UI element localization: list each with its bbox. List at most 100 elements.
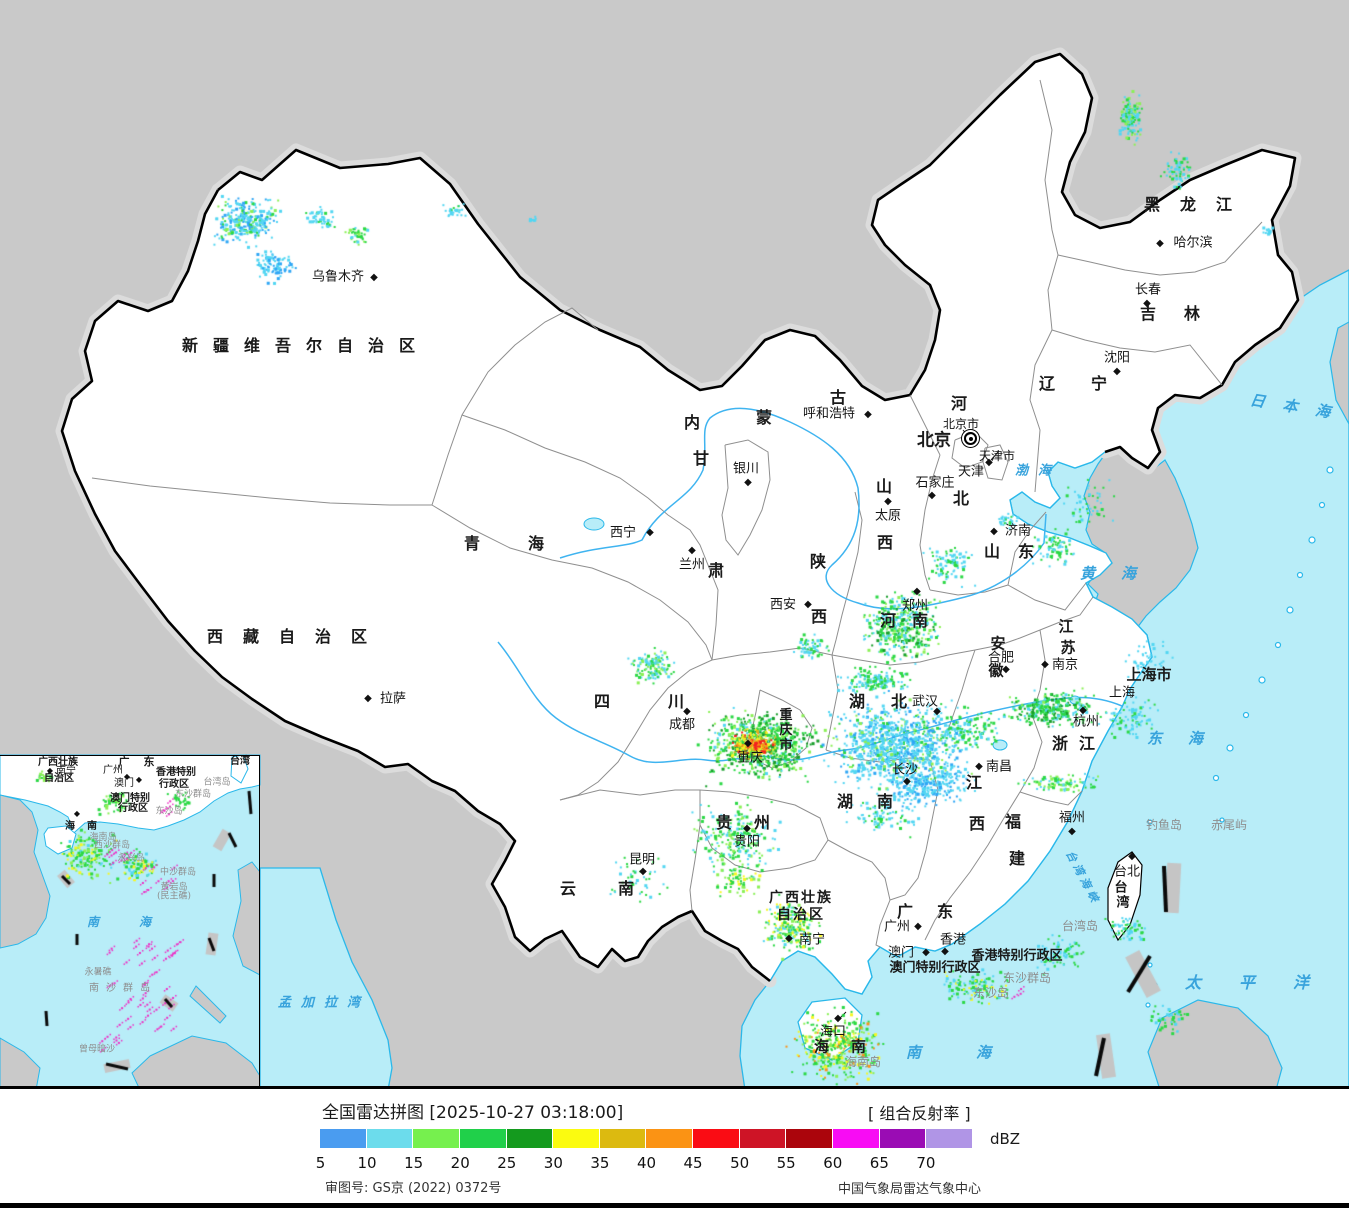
city-dot: ◆ [1068,826,1076,837]
city-dot: ◆ [1079,705,1087,716]
inset-label: 台湾 [230,756,250,767]
province-label: 湾 [1116,895,1130,911]
bottom-border-bar [0,1203,1349,1208]
scale-tick-label: 5 [315,1154,326,1172]
inset-label: 南海 [86,915,192,929]
legend-unit-label: dBZ [990,1130,1021,1148]
reflectivity-color-scale [320,1129,972,1148]
province-label: 蒙 [755,408,773,427]
city-label: 广州 [883,919,911,935]
province-label: 西 [810,607,828,626]
province-label: 西 [876,533,894,552]
scale-tick-label: 60 [823,1154,843,1172]
scale-tick-label: 50 [730,1154,750,1172]
inset-label: 广 [118,755,130,769]
province-label: 广东 [896,902,978,921]
inset-label: 海南岛 [89,832,117,843]
scale-color-35 [599,1129,646,1148]
province-label: 苏 [1060,638,1076,657]
inset-label: 香港特别 [156,767,196,778]
city-dot: ◆ [370,272,378,283]
inset-label: 台湾岛 [203,777,231,788]
scale-color-10 [366,1129,413,1148]
province-label: 陕 [809,552,827,571]
sea-label: 太平洋 [1184,973,1348,992]
inset-label: (民主礁) [156,891,192,902]
scale-color-5 [320,1129,366,1148]
city-label: 济南 [1004,523,1032,539]
city-label: 南京 [1051,657,1079,673]
city-label: 西安 [769,597,797,613]
special-label: 天津市 [978,449,1016,463]
inset-city-label: 南宁 [56,766,76,777]
inset-label: 曾母暗沙 [78,1044,116,1055]
province-label: 安 [990,634,1006,653]
inset-city-label: 澳门 [114,778,134,789]
inset-label: 东沙群岛 [174,789,212,800]
province-label: 海南 [813,1037,889,1056]
province-label: 台 [1114,880,1128,896]
inset-label: 中沙群岛 [159,867,197,878]
province-label: 西藏自治区 [206,627,388,646]
city-dot: ◆ [922,947,930,958]
island-label: 东沙岛 [972,986,1010,1000]
city-dot: ◆ [975,761,983,772]
city-dot: ◆ [743,823,751,834]
inset-label: 广西壮族 [38,757,78,768]
city-label: 银川 [732,461,760,477]
province-label: 徽 [988,661,1004,680]
special-label: 上海 [1108,685,1136,701]
capital-icon [964,432,977,445]
city-dot: ◆ [785,933,793,944]
island-label: 钓鱼岛 [1145,818,1183,832]
sea-label: 南海 [905,1043,1047,1062]
city-label: 海口 [819,1024,847,1040]
city-label: 西宁 [609,525,637,541]
province-label: 甘 [692,449,710,468]
city-dot: ◆ [1143,298,1151,309]
city-dot: ◆ [903,776,911,787]
city-dot: ◆ [688,545,696,556]
scale-tick-label: 35 [590,1154,610,1172]
inset-city-dot: ◆ [123,772,131,781]
island-label: 海南岛 [844,1055,882,1069]
scale-tick-label: 10 [357,1154,377,1172]
scale-color-70 [926,1129,972,1148]
scale-tick-label: 25 [497,1154,517,1172]
province-label: 黑龙江 [1143,195,1253,214]
province-label: 湖南 [836,792,918,811]
city-label: 沈阳 [1103,350,1131,366]
city-dot: ◆ [914,921,922,932]
scale-tick-label: 40 [636,1154,657,1172]
city-dot: ◆ [744,738,752,749]
city-dot: ◆ [364,693,372,704]
city-label: 南宁 [798,932,826,948]
inset-label: 东 [143,755,155,769]
inset-label: 永兴岛 [117,853,145,864]
city-dot: ◆ [834,1013,842,1024]
city-label: 台北 [1113,864,1141,880]
special-label: 上海市 [1126,665,1172,684]
sea-label: 孟加拉湾 [277,995,371,1011]
city-label: 哈尔滨 [1173,235,1213,251]
city-label: 郑州 [901,598,929,614]
city-label: 太原 [874,508,902,524]
city-dot: ◆ [1002,664,1010,675]
scale-tick-label: 70 [916,1154,936,1172]
sea-label: 黄海 [1079,564,1163,583]
scale-color-45 [693,1129,739,1148]
province-label: 内 [683,413,701,432]
city-dot: ◆ [913,586,921,597]
city-dot: ◆ [884,496,892,507]
province-label: 河 [950,394,968,413]
city-label: 南昌 [985,759,1013,775]
scale-tick-label: 30 [543,1154,563,1172]
city-label: 福州 [1058,810,1086,826]
radar-echo-canvas [0,0,1349,1086]
city-label: 乌鲁木齐 [311,269,365,285]
island-label: 东沙群岛 [1002,971,1052,985]
scale-color-60 [833,1129,879,1148]
province-label: 江 [1058,617,1074,636]
inset-label: 自治区 [44,773,74,784]
